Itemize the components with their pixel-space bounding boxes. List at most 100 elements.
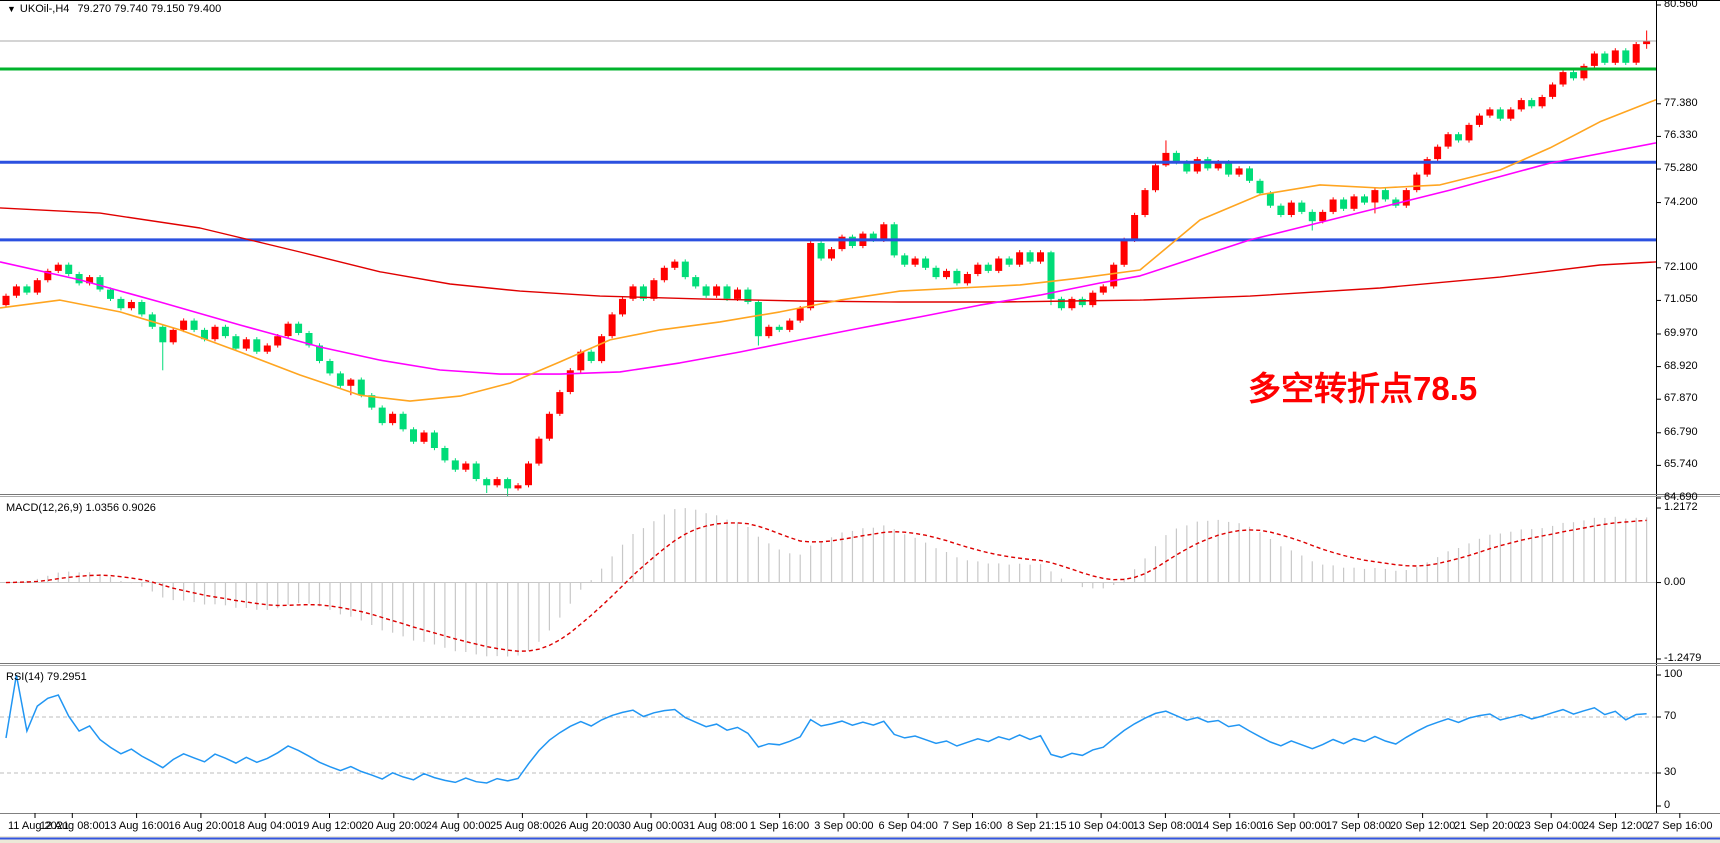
candle[interactable]	[869, 233, 877, 240]
candle[interactable]	[232, 336, 240, 349]
candle[interactable]	[1538, 97, 1546, 107]
candle[interactable]	[566, 370, 574, 392]
candle[interactable]	[1611, 50, 1619, 63]
candle[interactable]	[828, 249, 835, 259]
candle[interactable]	[545, 413, 553, 439]
candle[interactable]	[1152, 165, 1159, 191]
candle[interactable]	[451, 460, 459, 470]
candle[interactable]	[253, 339, 261, 352]
candle[interactable]	[504, 479, 512, 489]
candle[interactable]	[1183, 162, 1191, 172]
candle[interactable]	[1235, 168, 1243, 175]
candle[interactable]	[284, 323, 292, 337]
candle[interactable]	[619, 298, 626, 315]
candle[interactable]	[702, 286, 710, 296]
candle[interactable]	[650, 280, 658, 299]
candle[interactable]	[127, 302, 135, 309]
candle[interactable]	[138, 302, 146, 315]
candle[interactable]	[1068, 298, 1076, 309]
candle[interactable]	[577, 351, 585, 371]
candle[interactable]	[1214, 162, 1222, 169]
candle[interactable]	[953, 270, 961, 284]
candle[interactable]	[817, 243, 825, 259]
candle[interactable]	[796, 308, 804, 321]
candle[interactable]	[639, 286, 647, 299]
candle[interactable]	[44, 270, 52, 281]
candle[interactable]	[263, 345, 271, 352]
candle[interactable]	[1496, 109, 1504, 119]
candle[interactable]	[1089, 292, 1097, 306]
candle[interactable]	[1486, 109, 1494, 116]
candle[interactable]	[274, 336, 282, 346]
candle[interactable]	[765, 326, 773, 337]
candle[interactable]	[65, 264, 73, 274]
candle[interactable]	[1026, 252, 1034, 262]
candle[interactable]	[472, 463, 480, 480]
candle[interactable]	[1005, 258, 1013, 265]
candle[interactable]	[1298, 202, 1306, 212]
candle[interactable]	[692, 277, 700, 287]
candle[interactable]	[786, 320, 794, 330]
candle[interactable]	[1423, 159, 1431, 175]
candle[interactable]	[922, 258, 930, 268]
candle[interactable]	[1329, 199, 1337, 212]
candle[interactable]	[1528, 100, 1536, 107]
candle[interactable]	[598, 336, 606, 362]
candle[interactable]	[775, 326, 783, 330]
candle[interactable]	[1287, 202, 1295, 215]
candle[interactable]	[242, 339, 250, 349]
candle[interactable]	[1371, 190, 1379, 203]
candle[interactable]	[420, 432, 428, 442]
candle[interactable]	[754, 302, 762, 337]
candle[interactable]	[1037, 252, 1044, 262]
candle[interactable]	[1246, 168, 1253, 181]
candle[interactable]	[1204, 159, 1212, 169]
candle[interactable]	[1517, 100, 1525, 110]
candle[interactable]	[1601, 53, 1609, 63]
symbol-label[interactable]: UKOil-,H4	[19, 3, 70, 15]
candle[interactable]	[1308, 211, 1316, 222]
candle[interactable]	[1434, 146, 1442, 160]
candle[interactable]	[107, 289, 114, 299]
candle[interactable]	[159, 326, 167, 343]
candle[interactable]	[807, 243, 815, 309]
candle[interactable]	[1078, 298, 1086, 306]
candle[interactable]	[2, 295, 10, 306]
candle[interactable]	[671, 261, 679, 268]
candle[interactable]	[943, 270, 950, 278]
candle[interactable]	[96, 277, 104, 290]
candle[interactable]	[1131, 215, 1139, 240]
candle[interactable]	[880, 224, 888, 240]
candle[interactable]	[12, 286, 20, 296]
candle[interactable]	[117, 298, 125, 309]
candle[interactable]	[1110, 264, 1118, 287]
candle[interactable]	[535, 438, 543, 464]
candle[interactable]	[1350, 196, 1358, 209]
candle[interactable]	[556, 392, 564, 414]
candle[interactable]	[1016, 252, 1024, 265]
candle[interactable]	[493, 479, 501, 486]
candle[interactable]	[911, 258, 919, 265]
candle[interactable]	[33, 280, 41, 293]
candle[interactable]	[357, 379, 365, 396]
candle[interactable]	[713, 286, 721, 296]
candle[interactable]	[963, 274, 971, 284]
candle[interactable]	[336, 373, 344, 386]
candle[interactable]	[901, 255, 909, 265]
candle[interactable]	[734, 289, 741, 299]
main-chart-pane[interactable]	[0, 0, 1656, 497]
candle[interactable]	[326, 361, 334, 374]
candle[interactable]	[1256, 180, 1264, 194]
candle[interactable]	[1162, 152, 1170, 166]
candle[interactable]	[1622, 50, 1630, 63]
candle[interactable]	[1099, 286, 1107, 293]
candle[interactable]	[1455, 134, 1462, 141]
candle[interactable]	[221, 326, 229, 337]
candle[interactable]	[295, 323, 303, 333]
candle[interactable]	[660, 267, 668, 281]
candle[interactable]	[1580, 65, 1588, 79]
candle[interactable]	[1413, 174, 1421, 191]
candle[interactable]	[1120, 239, 1128, 265]
candle[interactable]	[1141, 190, 1149, 215]
candle[interactable]	[932, 267, 940, 278]
